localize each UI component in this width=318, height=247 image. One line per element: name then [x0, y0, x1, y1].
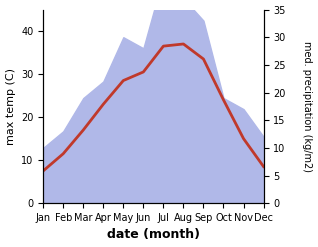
Y-axis label: med. precipitation (kg/m2): med. precipitation (kg/m2) [302, 41, 313, 172]
Y-axis label: max temp (C): max temp (C) [5, 68, 16, 145]
X-axis label: date (month): date (month) [107, 228, 200, 242]
